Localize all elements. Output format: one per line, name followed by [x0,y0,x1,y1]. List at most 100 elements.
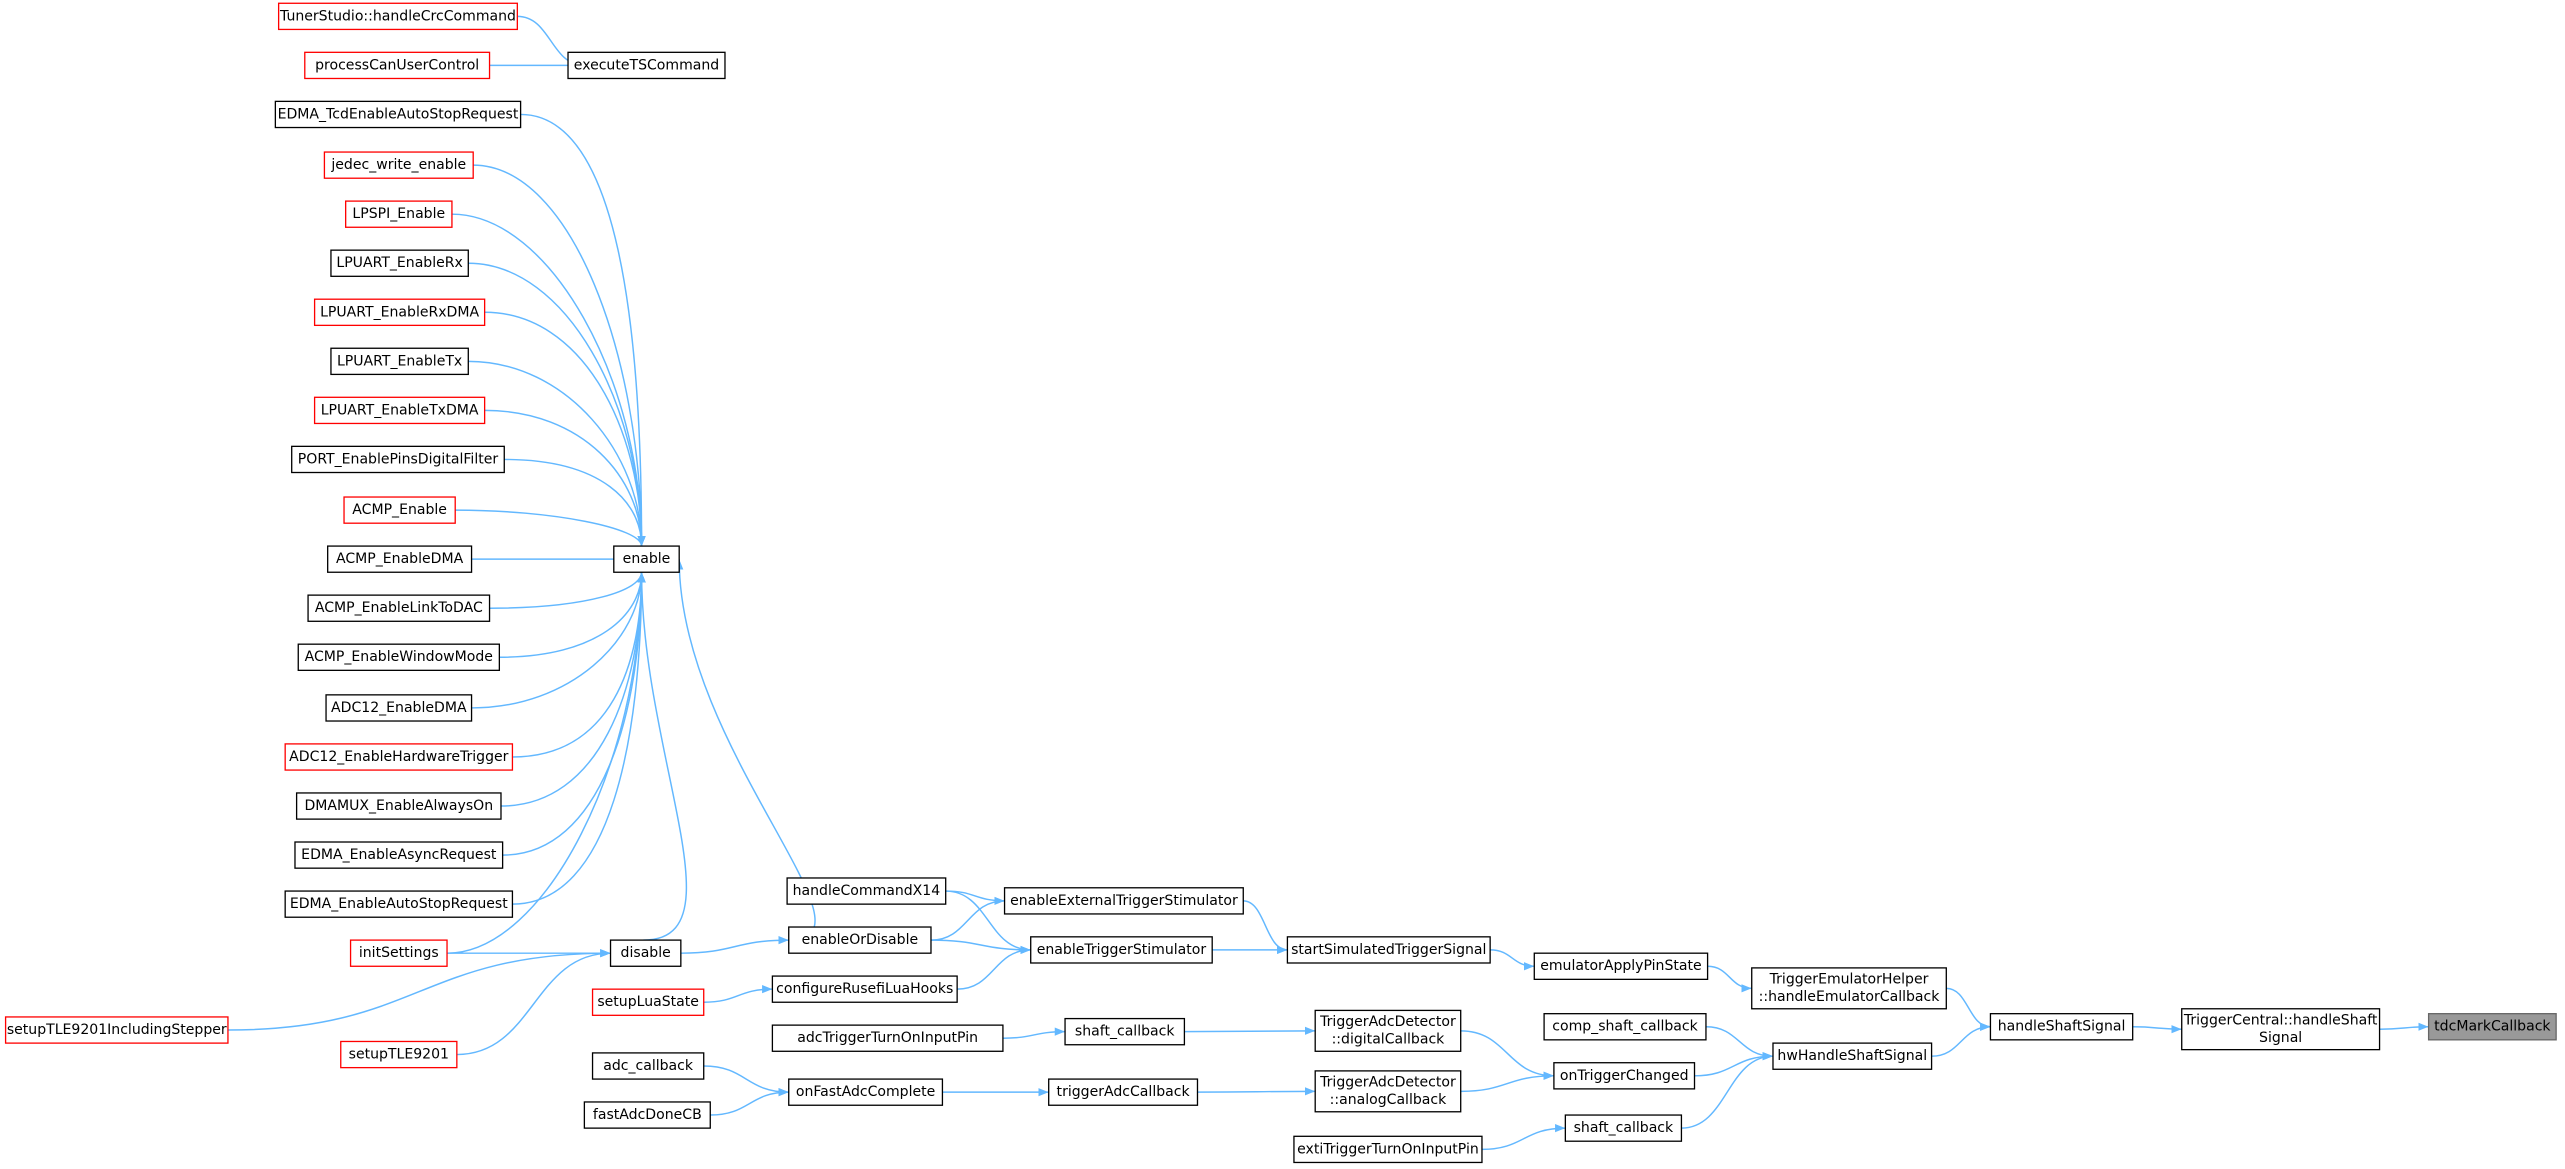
node-label: ::digitalCallback [1332,1031,1446,1047]
edge [504,458,646,547]
node-label: extiTriggerTurnOnInputPin [1297,1141,1479,1157]
node: configureRusefiLuaHooks [771,975,958,1003]
edge [710,1088,789,1116]
node-box [297,643,501,671]
node: ACMP_EnableWindowMode [297,643,501,671]
node-label: handleCommandX14 [793,883,941,899]
node: ACMP_EnableLinkToDAC [307,594,491,622]
node: LPUART_EnableRx [330,249,469,277]
node-box [1553,1062,1696,1090]
node-label: setupLuaState [597,994,699,1010]
node-box [1003,887,1244,915]
node-label: Signal [2259,1030,2302,1046]
node-box [304,51,491,80]
edges [227,15,2429,1151]
node-label: enableOrDisable [802,932,919,948]
node-box [771,975,958,1003]
edge [468,262,646,547]
node-box [1048,1078,1199,1106]
node: handleCommandX14 [786,877,947,905]
node-label: LPSPI_Enable [352,206,445,222]
node-box [1064,1017,1186,1046]
edge [484,409,646,547]
node-label: configureRusefiLuaHooks [776,981,953,997]
node: handleShaftSignal [1989,1013,2134,1041]
node: enableTriggerStimulator [1030,936,1213,964]
node: adc_callback [591,1052,705,1080]
node-label: ::handleEmulatorCallback [1759,989,1941,1005]
node-box [1751,967,1947,1010]
node: ACMP_Enable [343,496,456,524]
node: shaft_callback [1064,1017,1186,1046]
edge [1705,1026,1773,1061]
node: triggerAdcCallback [1048,1078,1199,1106]
node-label: ADC12_EnableDMA [331,700,467,716]
node: EDMA_EnableAutoStopRequest [284,890,514,918]
node-label: disable [621,945,671,961]
node-box [291,445,505,474]
node-label: ACMP_Enable [352,502,447,518]
node-label: hwHandleShaftSignal [1777,1048,1927,1064]
edge [703,985,773,1003]
node-box [1314,1009,1462,1052]
node-label: LPUART_EnableRx [336,255,462,271]
node: initSettings [349,939,448,967]
node-label: ::analogCallback [1330,1092,1447,1108]
node: LPUART_EnableRxDMA [313,298,486,327]
node-box [330,347,469,376]
edge [637,572,688,941]
edge [1184,1026,1316,1035]
node-label: tdcMarkCallback [2434,1019,2551,1035]
node-label: TriggerAdcDetector [1319,1075,1456,1091]
node-label: shaft_callback [1574,1120,1674,1136]
node-label: EDMA_TcdEnableAutoStopRequest [278,106,519,122]
node-label: LPUART_EnableRxDMA [320,304,479,320]
node: enableExternalTriggerStimulator [1003,887,1244,915]
node-box [323,151,474,179]
node-label: jedec_write_enable [330,157,466,173]
edge [945,890,1031,955]
node: ACMP_EnableDMA [327,545,473,573]
node: TriggerAdcDetector::analogCallback [1314,1070,1462,1113]
edge [468,360,646,547]
node-label: onTriggerChanged [1560,1068,1689,1084]
edge [484,311,646,547]
node: TriggerAdcDetector::digitalCallback [1314,1009,1462,1052]
edge [520,113,646,547]
node: LPSPI_Enable [345,200,453,228]
node: EDMA_TcdEnableAutoStopRequest [274,100,522,129]
node: enable [613,545,680,573]
node-label: adcTriggerTurnOnInputPin [797,1030,978,1046]
edge [1460,1071,1554,1093]
node-label: PORT_EnablePinsDigitalFilter [298,451,499,467]
node-box [1989,1013,2134,1041]
edge [1460,1030,1554,1080]
node: LPUART_EnableTx [330,347,469,376]
node-box [295,792,502,820]
node-label: triggerAdcCallback [1057,1084,1191,1100]
node-box [349,939,448,967]
node-box [1293,1135,1483,1164]
edge [1694,1052,1773,1077]
edge [447,572,646,954]
edge [680,935,789,954]
node: enableOrDisable [788,926,932,954]
node-box [1030,936,1213,964]
node: TriggerEmulatorHelper::handleEmulatorCal… [1751,967,1947,1010]
node-label: fastAdcDoneCB [593,1107,702,1123]
node: EDMA_EnableAsyncRequest [294,841,504,869]
node-label: startSimulatedTriggerSignal [1291,942,1486,958]
edge [1481,1124,1566,1151]
node-box [345,200,453,228]
node: ADC12_EnableHardwareTrigger [284,743,514,771]
node-box [340,1040,458,1069]
node-box [1286,936,1491,964]
node: extiTriggerTurnOnInputPin [1293,1135,1483,1164]
node-label: enableExternalTriggerStimulator [1010,893,1238,909]
node-label: LPUART_EnableTxDMA [321,402,479,418]
node: PORT_EnablePinsDigitalFilter [291,445,505,474]
node-box [284,890,514,918]
node-box [1533,952,1709,980]
node-box [325,694,473,722]
